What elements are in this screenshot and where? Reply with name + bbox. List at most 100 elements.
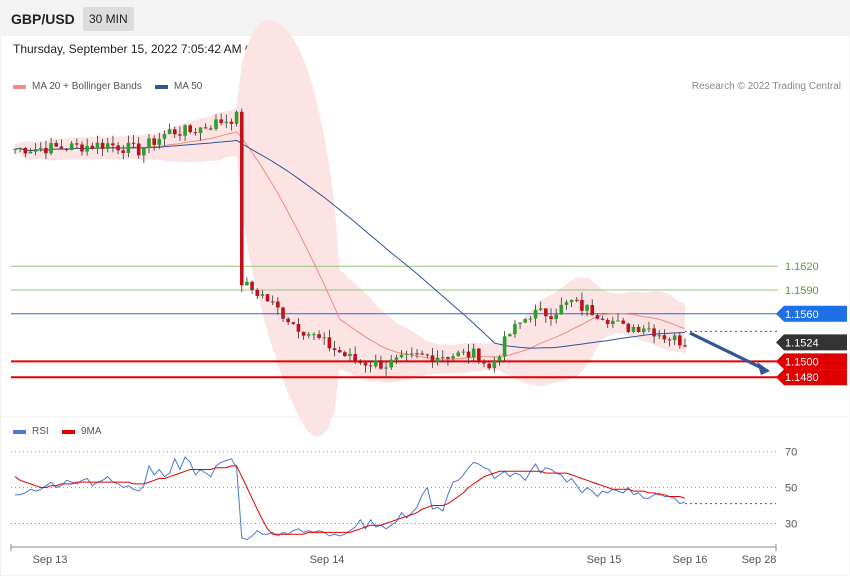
candle-body xyxy=(332,348,337,350)
candle-body xyxy=(410,353,414,355)
candle-body xyxy=(600,318,605,320)
candle-body xyxy=(466,351,471,358)
bollinger-band xyxy=(15,19,685,437)
candle-body xyxy=(234,111,239,124)
legend-rsi-label: RSI xyxy=(32,426,49,437)
candle-body xyxy=(502,336,507,357)
candle-body xyxy=(652,328,656,337)
candle-body xyxy=(621,320,625,324)
candle-body xyxy=(157,138,162,145)
candle-body xyxy=(327,337,332,349)
candle-body xyxy=(580,299,584,311)
bollinger-band-group xyxy=(15,19,685,437)
candle-body xyxy=(80,144,84,152)
candle-body xyxy=(636,326,641,332)
candle-body xyxy=(90,145,95,149)
candle-body xyxy=(611,320,615,325)
candle-body xyxy=(358,361,363,363)
candle-body xyxy=(13,149,17,151)
candle-body xyxy=(471,348,476,358)
rsi-panel xyxy=(1,417,849,575)
candle-body xyxy=(75,143,79,145)
candle-body xyxy=(49,142,53,154)
legend-ma20-swatch xyxy=(13,84,26,89)
forecast-arrow-shaft xyxy=(689,331,763,370)
candle-body xyxy=(317,334,321,338)
candle-body xyxy=(276,301,280,308)
candle-body xyxy=(678,335,682,346)
candle-body xyxy=(373,360,378,367)
candle-body xyxy=(136,143,141,156)
legend-ma20-label: MA 20 + Bollinger Bands xyxy=(32,81,142,92)
candle-body xyxy=(513,323,517,335)
candle-body xyxy=(147,138,151,149)
candle-body xyxy=(574,299,579,301)
level-label-1.1590: 1.1590 xyxy=(785,285,819,297)
level-lines-group: 1.1620 1.1590 1.1560 1.1500 1.1480 xyxy=(11,261,847,386)
rsi-level-label-50: 50 xyxy=(785,483,797,495)
candle-body xyxy=(105,143,110,149)
candle-body xyxy=(44,148,48,154)
candle-body xyxy=(18,147,22,150)
candle-body xyxy=(126,142,131,154)
candle-body xyxy=(306,334,311,336)
level-label-1.1500: 1.1500 xyxy=(785,356,819,368)
candle-body xyxy=(420,353,424,355)
candle-body xyxy=(214,119,218,129)
candle-body xyxy=(564,302,569,305)
candle-body xyxy=(585,305,589,311)
candle-body xyxy=(291,322,296,324)
candle-body xyxy=(95,142,100,149)
candle-body xyxy=(430,355,435,362)
candle-body xyxy=(559,304,564,315)
candle-body xyxy=(569,299,574,303)
legend-ma20-bollinger: MA 20 + Bollinger Bands xyxy=(13,81,142,92)
legend-9ma-label: 9MA xyxy=(81,426,102,437)
candle-body xyxy=(482,360,486,364)
candle-body xyxy=(672,335,677,341)
candle-body xyxy=(152,138,156,145)
symbol-label: GBP/USD xyxy=(11,11,75,27)
candle-body xyxy=(425,354,430,356)
x-axis-tick-label: Sep 15 xyxy=(587,554,622,566)
candle-body xyxy=(33,148,38,152)
rsi-levels-group: 70 50 30 xyxy=(11,447,797,530)
candle-body xyxy=(544,308,548,317)
x-axis-group: Sep 13 Sep 14 Sep 15 Sep 16 Sep 28 xyxy=(10,544,777,566)
level-tag-1.1480 xyxy=(776,369,847,386)
candle-body xyxy=(590,305,595,316)
candle-body xyxy=(456,352,461,357)
candle-body xyxy=(435,357,440,362)
candle-body xyxy=(162,133,167,139)
candle-body xyxy=(64,148,69,151)
candle-body xyxy=(343,352,347,357)
chart-datetime: Thursday, September 15, 2022 7:05:42 AM … xyxy=(13,42,269,56)
candle-body xyxy=(394,357,399,360)
candle-body xyxy=(440,357,445,359)
candle-body xyxy=(198,127,203,134)
candle-body xyxy=(301,331,306,336)
candle-body xyxy=(662,335,667,340)
forecast-arrow-head xyxy=(757,362,770,376)
candle-body xyxy=(209,128,213,130)
candle-body xyxy=(451,356,455,359)
candle-body xyxy=(528,318,533,320)
legend-ma50: MA 50 xyxy=(155,81,202,92)
research-credit: Research © 2022 Trading Central xyxy=(691,81,841,92)
candle-body xyxy=(404,353,409,355)
candle-body xyxy=(224,121,229,124)
candle-body xyxy=(554,314,558,320)
candle-body xyxy=(518,322,522,324)
level-label-1.1480: 1.1480 xyxy=(785,372,819,384)
candle-body xyxy=(616,320,620,322)
legend-9ma-swatch xyxy=(62,429,75,434)
candle-body xyxy=(69,143,74,151)
candle-body xyxy=(605,319,610,325)
candle-body xyxy=(59,146,64,149)
x-axis-tick-label: Sep 16 xyxy=(673,554,708,566)
timeframe-button[interactable]: 30 MIN xyxy=(83,7,134,31)
candle-body xyxy=(533,309,538,319)
candle-body xyxy=(595,315,600,319)
candle-body xyxy=(312,334,316,336)
